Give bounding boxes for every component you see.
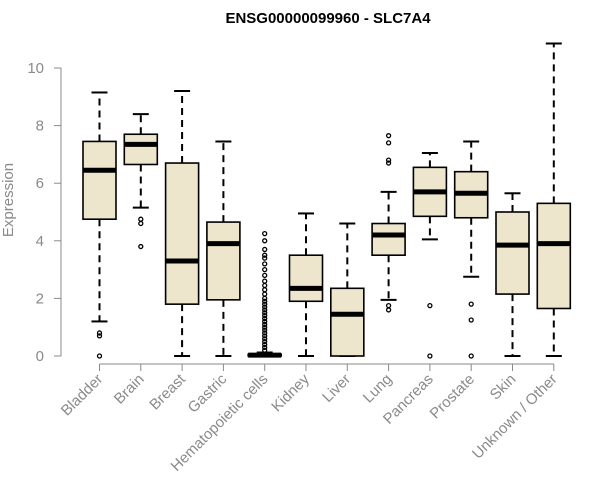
outlier-point bbox=[262, 252, 268, 258]
outlier-point bbox=[262, 333, 268, 339]
box-group bbox=[536, 42, 572, 357]
x-tick-label: Skin bbox=[487, 371, 520, 404]
y-tick-label: 8 bbox=[36, 118, 44, 135]
box-group bbox=[329, 222, 365, 357]
outlier-point bbox=[262, 313, 268, 319]
outlier-point bbox=[385, 160, 392, 166]
outlier-point bbox=[262, 238, 268, 244]
outlier-point bbox=[96, 333, 103, 339]
outlier-point bbox=[262, 278, 268, 284]
outlier-point bbox=[262, 255, 268, 261]
outlier-point bbox=[385, 302, 392, 309]
outlier-point bbox=[262, 315, 268, 322]
outlier-point bbox=[262, 347, 268, 353]
outlier-point bbox=[138, 220, 144, 227]
outlier-point bbox=[262, 230, 268, 237]
outlier-point bbox=[262, 298, 268, 304]
y-tick-label: 0 bbox=[36, 348, 44, 365]
x-tick-label: Brain bbox=[111, 371, 148, 408]
box-group bbox=[164, 90, 200, 357]
outlier-point bbox=[385, 133, 392, 139]
box bbox=[536, 202, 572, 310]
box-group bbox=[371, 133, 406, 313]
y-tick-label: 2 bbox=[36, 290, 44, 307]
y-tick-label: 4 bbox=[36, 233, 44, 250]
outlier-point bbox=[262, 266, 268, 273]
box bbox=[371, 222, 406, 257]
x-tick-label: Lung bbox=[360, 371, 396, 407]
outlier-point bbox=[262, 321, 268, 327]
outlier-point bbox=[262, 344, 268, 351]
y-axis: 0 2 4 6 8 10 bbox=[27, 60, 62, 365]
outlier-point bbox=[96, 330, 103, 336]
x-tick-label: Kidney bbox=[268, 370, 313, 415]
outlier-point bbox=[262, 336, 268, 342]
outlier-point bbox=[262, 341, 268, 348]
outlier-point bbox=[468, 353, 474, 359]
outlier-point bbox=[262, 327, 268, 333]
outlier-point bbox=[262, 304, 268, 310]
outlier-point bbox=[385, 157, 392, 163]
outlier-point bbox=[262, 261, 268, 267]
box bbox=[123, 133, 159, 166]
outlier-point bbox=[138, 216, 144, 222]
outlier-point bbox=[262, 310, 268, 316]
box bbox=[329, 287, 365, 357]
outlier-point bbox=[262, 295, 268, 302]
box-group bbox=[82, 91, 117, 359]
outlier-point bbox=[468, 301, 474, 307]
outlier-point bbox=[262, 301, 268, 307]
outlier-point bbox=[262, 338, 268, 345]
box-group bbox=[495, 192, 530, 357]
outlier-point bbox=[468, 317, 474, 323]
outlier-point bbox=[96, 353, 103, 359]
outlier-point bbox=[262, 246, 268, 253]
outlier-point bbox=[385, 307, 392, 313]
x-tick-label: Breast bbox=[146, 370, 189, 413]
x-tick-label: Bladder bbox=[58, 371, 107, 420]
y-tick-label: 10 bbox=[27, 60, 44, 77]
outlier-point bbox=[262, 330, 268, 336]
outlier-point bbox=[262, 318, 268, 325]
chart-title: ENSG00000099960 - SLC7A4 bbox=[225, 10, 431, 27]
outlier-point bbox=[262, 307, 268, 313]
outlier-point bbox=[262, 324, 268, 330]
box bbox=[495, 211, 530, 295]
box bbox=[206, 221, 241, 301]
outlier-point bbox=[427, 302, 433, 309]
box bbox=[164, 162, 200, 305]
outlier-point bbox=[427, 353, 433, 359]
outlier-point bbox=[262, 291, 268, 297]
y-axis-label: Expression bbox=[0, 163, 17, 237]
box-group bbox=[247, 230, 282, 358]
x-tick-label: Liver bbox=[319, 371, 354, 406]
outlier-point bbox=[138, 243, 144, 250]
box-group bbox=[412, 151, 448, 359]
box-group bbox=[288, 212, 324, 357]
y-tick-label: 6 bbox=[36, 175, 44, 192]
outlier-point bbox=[262, 272, 268, 279]
box bbox=[288, 254, 324, 303]
x-tick-label: Prostate bbox=[426, 371, 478, 423]
outlier-point bbox=[385, 140, 392, 146]
outlier-point bbox=[262, 282, 268, 289]
box-group bbox=[123, 113, 159, 250]
box bbox=[82, 140, 117, 221]
box-group bbox=[206, 140, 241, 357]
plot-area bbox=[82, 42, 572, 359]
box-group bbox=[453, 140, 489, 359]
outlier-point bbox=[262, 287, 268, 293]
